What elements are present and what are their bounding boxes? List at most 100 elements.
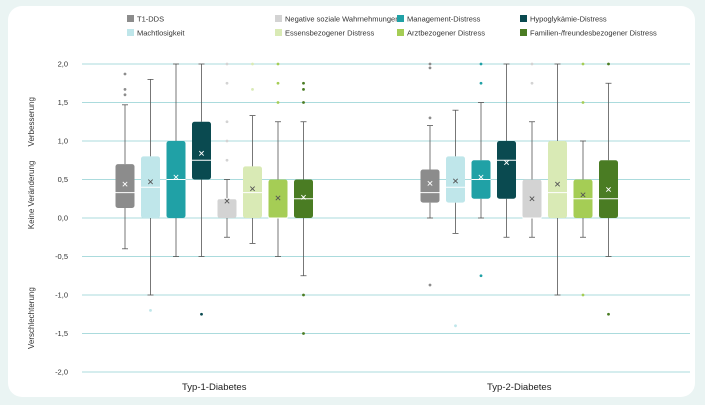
mean-marker: [452, 178, 459, 184]
outlier-point: [479, 62, 483, 66]
y-tick-label: -1,5: [55, 329, 68, 338]
box-iqr: [268, 179, 288, 218]
legend-swatch: [127, 15, 134, 22]
box-management-distress: [471, 62, 491, 278]
outlier-point: [428, 62, 432, 66]
outlier-point: [225, 81, 229, 85]
y-zone-label: Verbesserung: [27, 97, 36, 146]
outlier-point: [479, 274, 483, 278]
box-iqr: [420, 169, 440, 203]
legend: T1-DDS Machtlosigkeit Negative soziale Wah…: [127, 15, 657, 38]
outlier-point: [225, 139, 229, 143]
outlier-point: [225, 62, 229, 66]
outlier-point: [251, 88, 254, 91]
y-tick-label: -1,0: [55, 291, 68, 300]
legend-item: Machtlosigkeit: [127, 29, 185, 38]
outlier-point: [428, 66, 432, 70]
mean-marker: [529, 196, 535, 202]
box-hypoglyk-mie-distress: [497, 63, 516, 238]
legend-swatch: [520, 15, 527, 22]
box-iqr: [446, 156, 465, 203]
x-group-label: Typ-2-Diabetes: [487, 382, 552, 393]
mean-marker: [300, 194, 307, 200]
box-machtlosigkeit: [446, 109, 465, 328]
outlier-point: [276, 101, 280, 104]
box-iqr: [548, 141, 567, 218]
outlier-point: [302, 81, 305, 85]
outlier-point: [302, 101, 305, 104]
box-iqr: [115, 164, 135, 208]
outlier-point: [225, 158, 229, 162]
box-essensbezogener-distress: [243, 62, 262, 244]
legend-swatch: [397, 15, 404, 22]
x-group-label: Typ-1-Diabetes: [182, 382, 247, 393]
outlier-point: [479, 81, 483, 85]
outlier-point: [123, 93, 127, 97]
y-tick-label: -0,5: [55, 252, 68, 261]
y-zone-label: Keine Veränderung: [27, 161, 36, 230]
box-machtlosigkeit: [141, 79, 160, 312]
outlier-point: [123, 72, 127, 76]
legend-item: Negative soziale Wahrnehmungen: [275, 15, 399, 24]
box-familien-freundesbezogener-distress: [294, 81, 313, 335]
legend-swatch: [127, 29, 134, 36]
outlier-point: [302, 332, 305, 335]
box-iqr: [192, 121, 211, 180]
mean-marker: [580, 192, 586, 198]
y-zone-label: Verschlechterung: [27, 287, 36, 349]
outlier-point: [581, 62, 585, 66]
outlier-point: [302, 88, 305, 91]
legend-item: Management-Distress: [397, 15, 481, 24]
y-zone-labels: Verbesserung Keine Veränderung Verschlecht…: [27, 97, 36, 349]
outlier-point: [530, 81, 534, 85]
outlier-point: [276, 81, 280, 85]
mean-marker: [147, 179, 154, 185]
y-tick-label: -2,0: [55, 368, 68, 377]
legend-item: T1-DDS: [127, 15, 164, 24]
legend-swatch: [520, 29, 527, 36]
mean-marker: [427, 180, 433, 186]
box-t1-dds: [115, 72, 135, 250]
y-tick-label: 1,5: [58, 98, 68, 107]
box-iqr: [497, 141, 516, 199]
box-arztbezogener-distress: [268, 62, 288, 257]
outlier-point: [428, 116, 432, 120]
legend-item: Essensbezogener Distress: [275, 29, 374, 38]
box-essensbezogener-distress: [548, 63, 567, 296]
mean-marker: [478, 174, 484, 180]
mean-marker: [503, 160, 510, 166]
outlier-point: [251, 62, 254, 66]
legend-label: Essensbezogener Distress: [285, 29, 374, 38]
outlier-point: [302, 293, 305, 297]
mean-marker: [224, 198, 230, 204]
plot-area: [115, 62, 618, 335]
mean-marker: [275, 195, 281, 201]
box-negative-soziale-wahrnehmungen: [217, 62, 237, 238]
y-tick-label: 2,0: [58, 60, 68, 69]
legend-swatch: [275, 29, 282, 36]
legend-swatch: [275, 15, 282, 22]
mean-marker: [122, 181, 128, 187]
outlier-point: [581, 101, 585, 104]
legend-label: Machtlosigkeit: [137, 29, 185, 38]
box-t1-dds: [420, 62, 440, 287]
outlier-point: [200, 312, 203, 316]
mean-marker: [554, 181, 561, 187]
box-familien-freundesbezogener-distress: [599, 62, 618, 316]
legend-label: Hypoglykämie-Distress: [530, 15, 607, 24]
y-tick-label: 1,0: [58, 137, 68, 146]
legend-item: Hypoglykämie-Distress: [520, 15, 607, 24]
outlier-point: [149, 309, 152, 312]
legend-label: T1-DDS: [137, 15, 164, 24]
box-negative-soziale-wahrnehmungen: [522, 62, 542, 238]
mean-marker: [198, 150, 205, 156]
legend-item: Familien-/freundesbezogener Distress: [520, 29, 657, 38]
mean-marker: [249, 186, 256, 192]
outlier-point: [607, 62, 610, 66]
box-management-distress: [166, 63, 186, 257]
mean-marker: [173, 174, 179, 180]
y-tick-label: 0,0: [58, 214, 68, 223]
outlier-point: [581, 293, 585, 297]
outlier-point: [123, 88, 127, 91]
